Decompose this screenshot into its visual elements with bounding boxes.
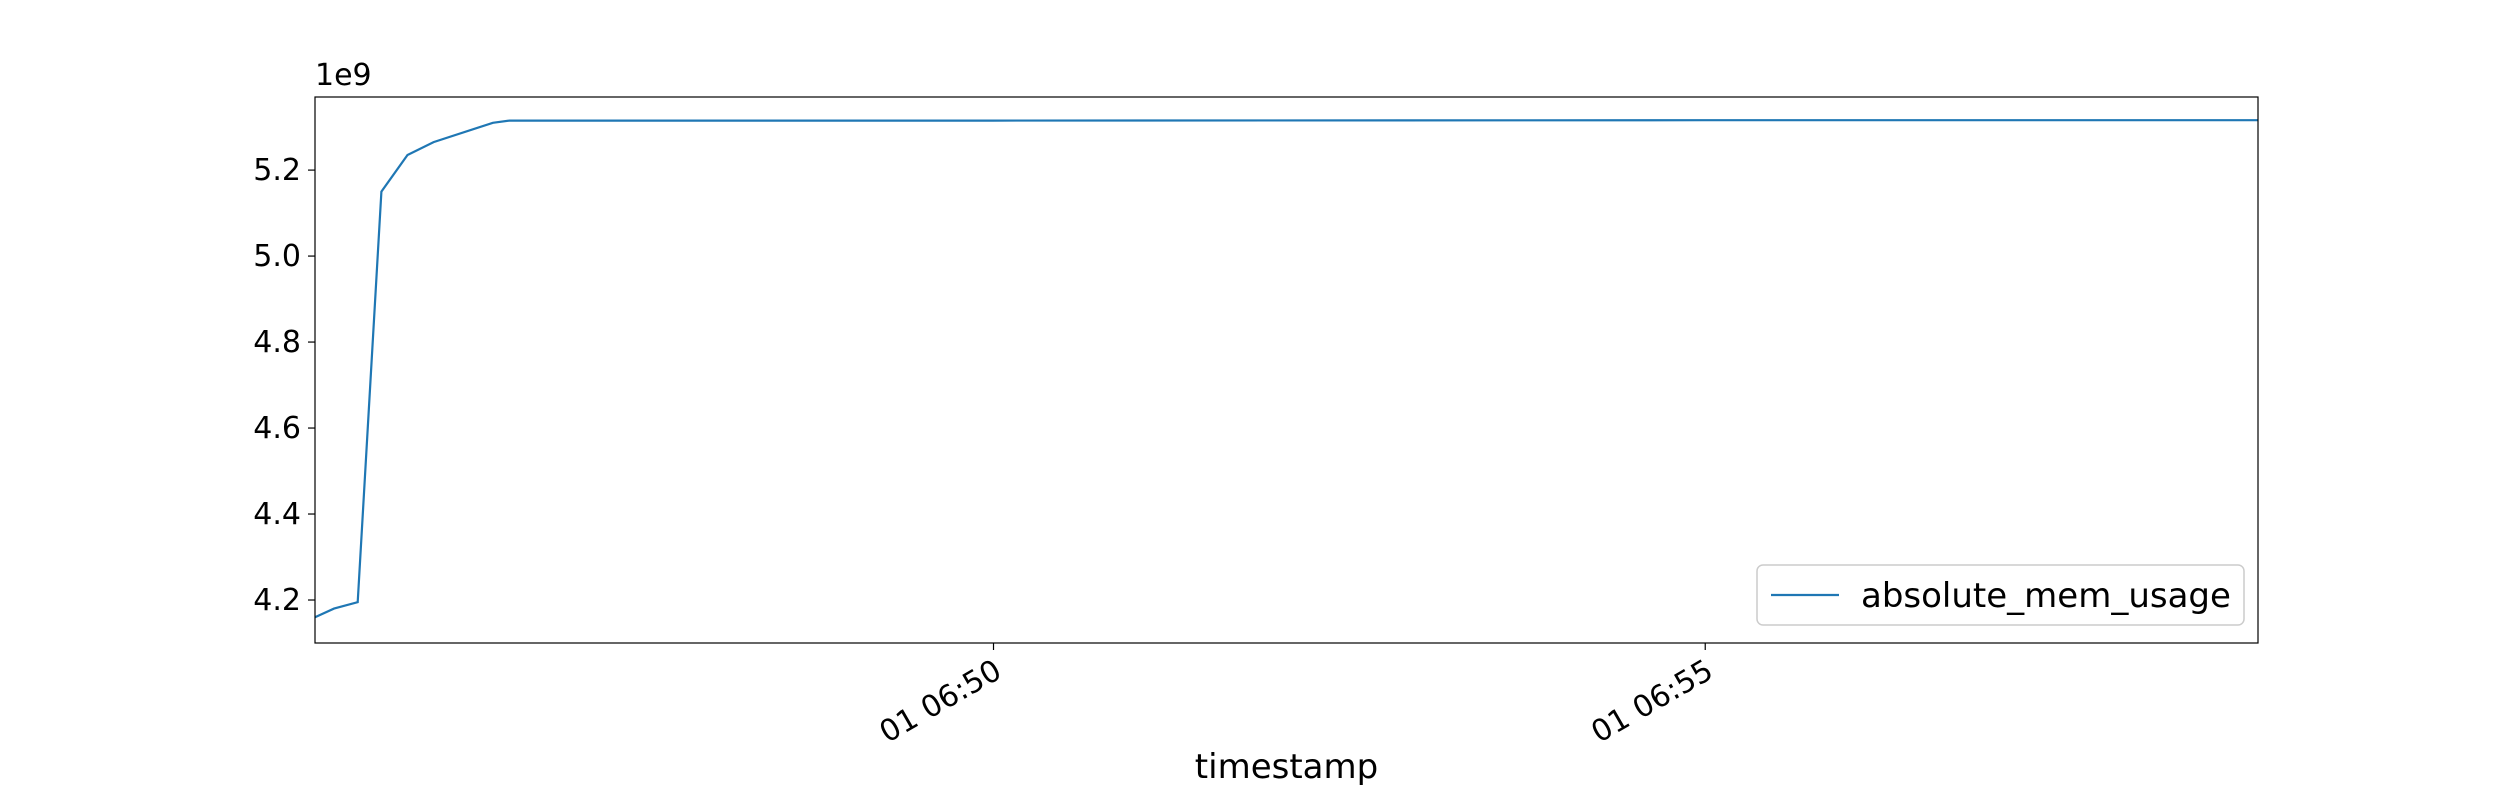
y-axis-offset-label: 1e9 [315,58,372,93]
series-line-absolute-mem-usage [314,119,2258,619]
y-tick-label: 5.2 [253,153,301,188]
x-axis: 01 06:50 01 06:55 [874,643,1719,750]
plot-frame [314,96,2259,644]
y-tick-label: 5.0 [253,239,301,274]
y-tick-label: 4.8 [253,325,301,360]
x-tick-label: 01 06:50 [874,653,1008,750]
y-tick-label: 4.4 [253,497,301,532]
legend-entry-absolute-mem-usage: absolute_mem_usage [1861,576,2231,616]
legend: absolute_mem_usage [1756,564,2245,626]
y-axis: 4.2 4.4 4.6 4.8 5.0 5.2 [253,153,315,618]
x-axis-label: timestamp [1195,747,1378,787]
y-tick-label: 4.2 [253,583,301,618]
legend-box [1756,564,2245,626]
x-tick-label: 01 06:55 [1586,653,1720,750]
plot-area [314,119,2258,619]
y-tick-label: 4.6 [253,411,301,446]
